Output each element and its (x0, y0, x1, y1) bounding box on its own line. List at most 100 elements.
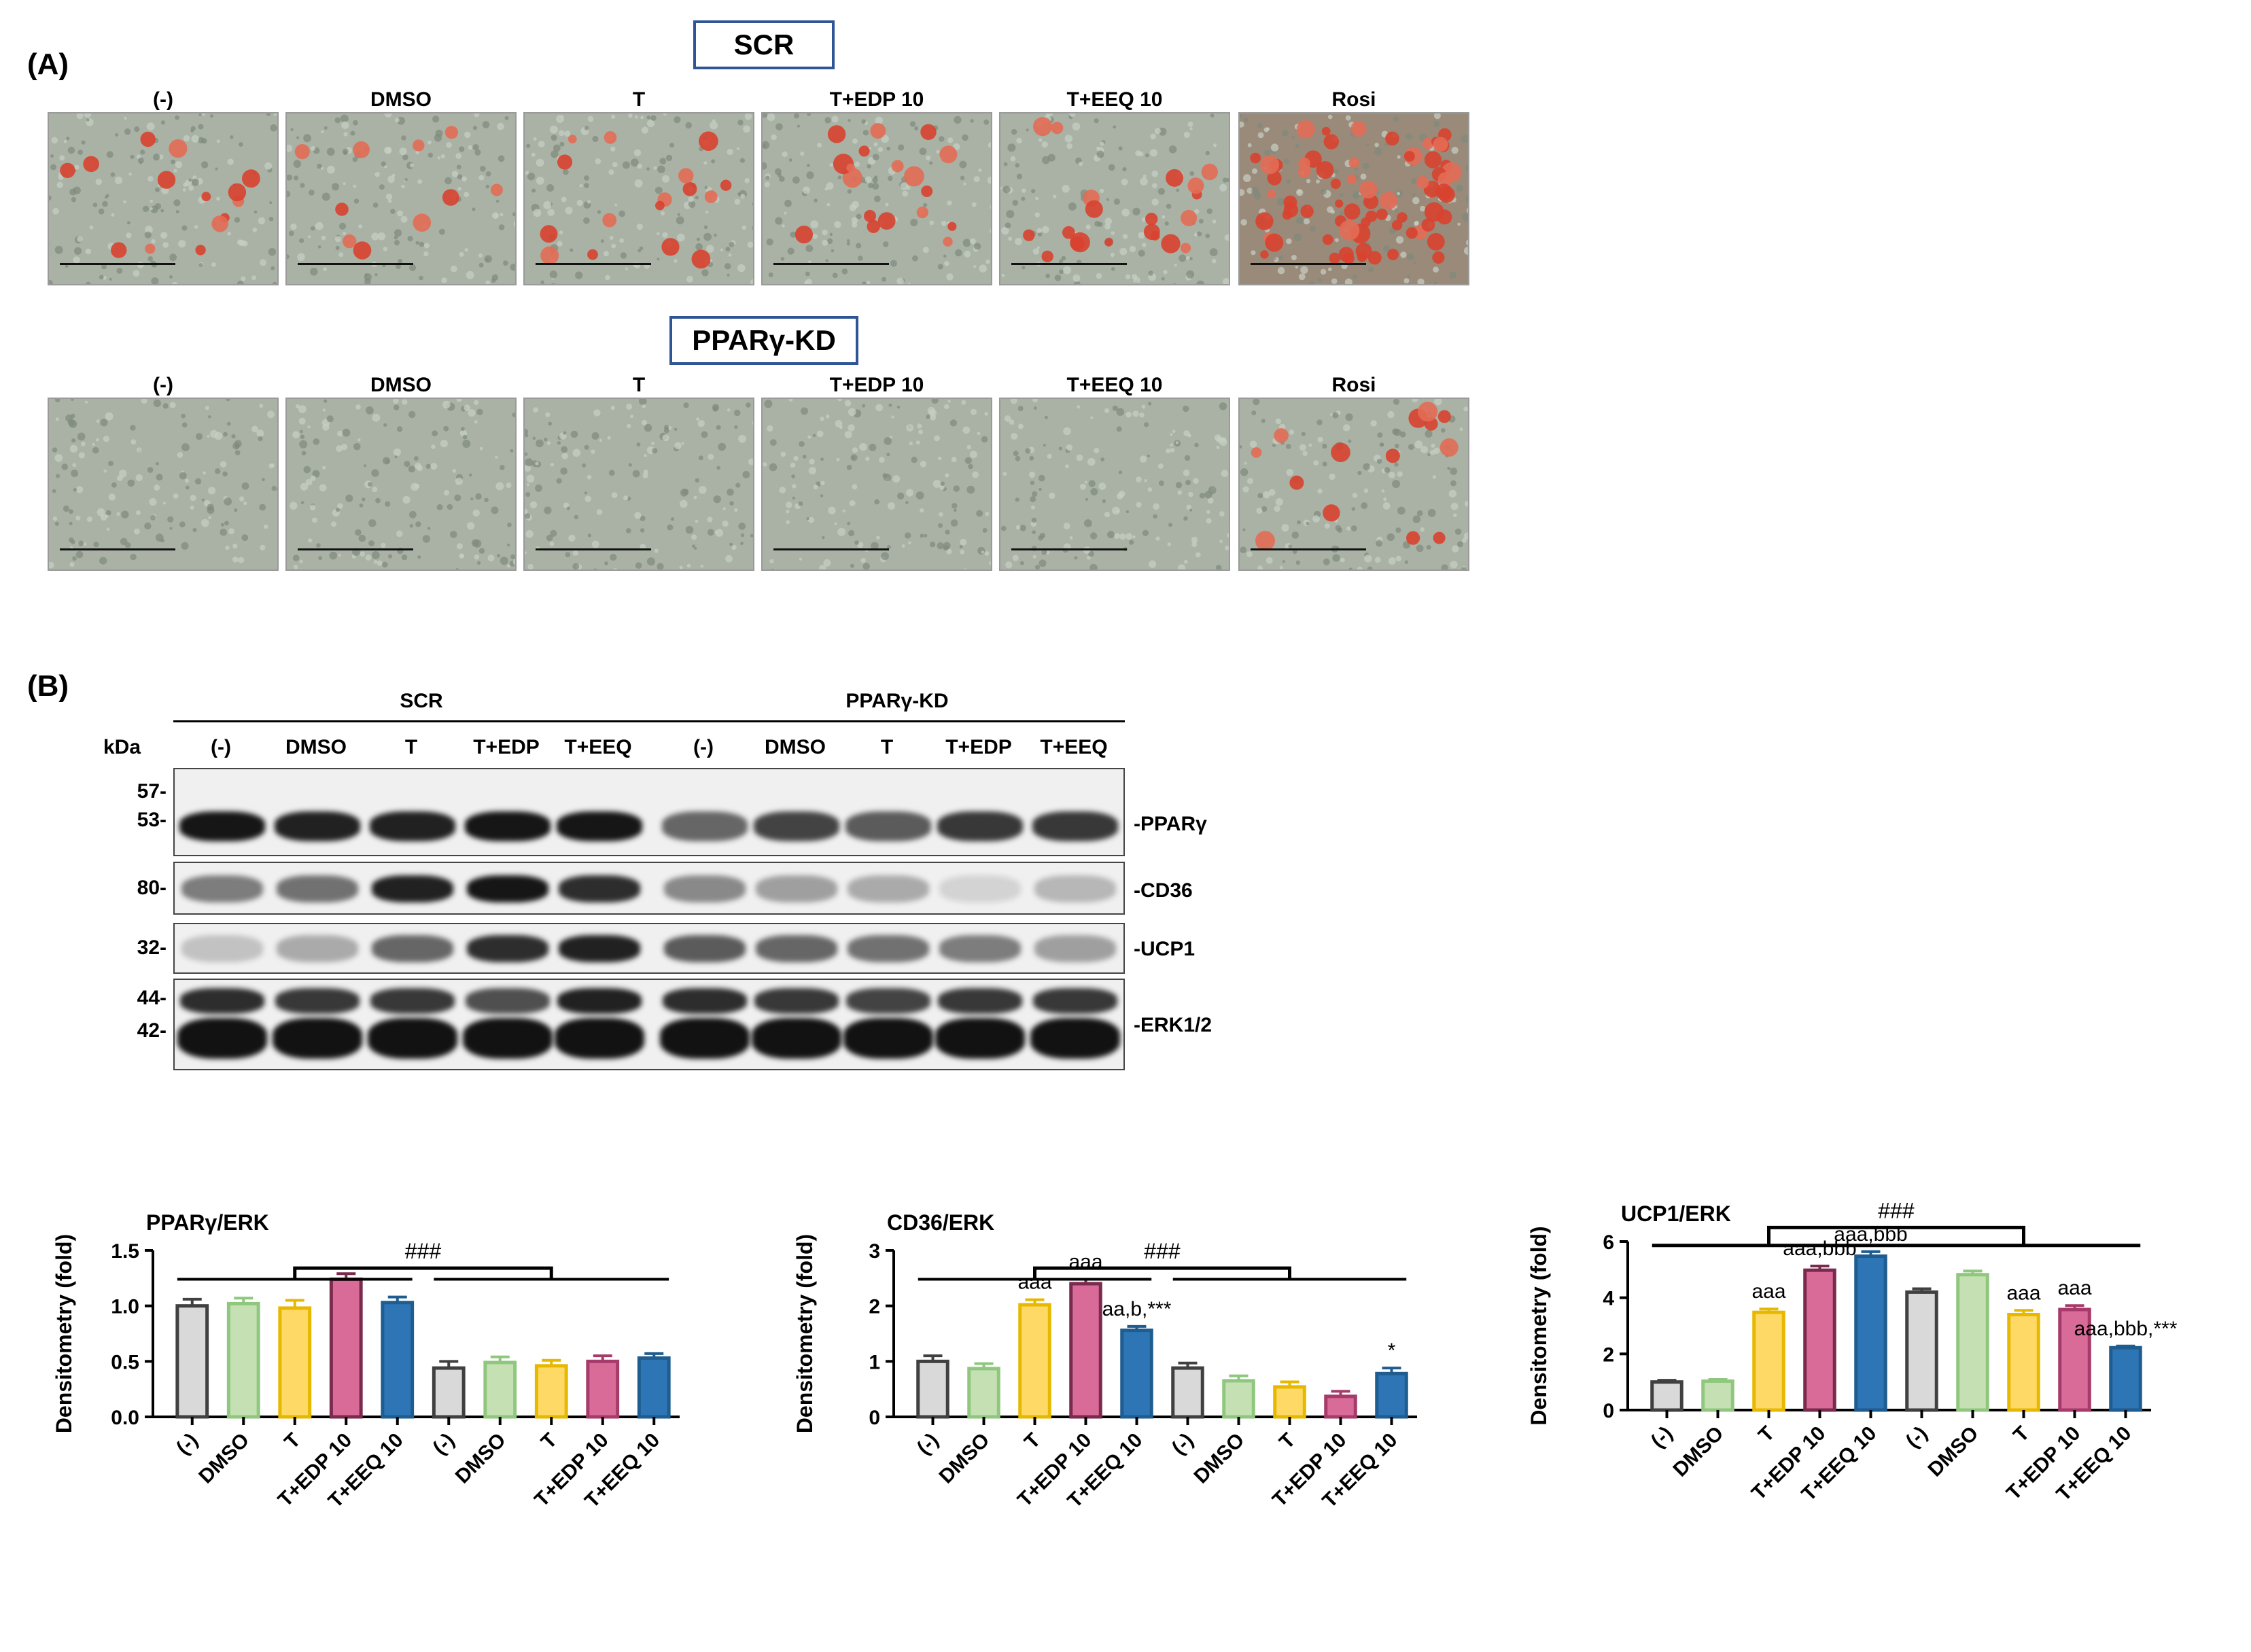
scale-bar (536, 263, 651, 265)
protein-cd36: -CD36 (1134, 879, 1193, 902)
bar (1375, 1371, 1408, 1419)
significance-label: aaa (1751, 1280, 1785, 1303)
y-axis-label: Densitometry (fold) (1526, 1226, 1551, 1425)
bar-charts: PPARγ/ERK 0.0 0.5 1.0 1.5 Densitometry (fold)… (52, 1198, 2178, 1513)
band (372, 875, 453, 902)
band (467, 935, 548, 962)
scr-label-3: T+EDP 10 (829, 88, 924, 111)
blot-lane-label-5: (-) (693, 736, 714, 758)
significance-label: aaa,bbb,*** (2074, 1318, 2178, 1340)
blot-lane-label-8: T+EDP (945, 736, 1012, 758)
scale-bar (536, 548, 651, 550)
band (935, 1018, 1025, 1059)
bar (1273, 1385, 1306, 1419)
band (846, 988, 930, 1014)
scale-bar (298, 548, 413, 550)
band (273, 1018, 362, 1059)
scr-label-0: (-) (153, 88, 173, 111)
bar (1069, 1282, 1102, 1419)
bar (637, 1356, 671, 1419)
bracket-label: ### (405, 1239, 442, 1263)
band (938, 988, 1022, 1014)
scr-label-4: T+EEQ 10 (1066, 88, 1163, 111)
band (664, 935, 746, 962)
band (754, 811, 839, 841)
band (1034, 935, 1116, 962)
y-tick-label: 1.0 (111, 1296, 139, 1318)
significance-label: aaa,bbb (1783, 1237, 1856, 1260)
band (372, 935, 453, 962)
scr-micrograph-5 (1238, 112, 1469, 285)
band (559, 935, 640, 962)
band (848, 875, 929, 902)
x-tick-label: T (280, 1429, 304, 1454)
panel-b-label: (B) (27, 669, 69, 703)
band (181, 875, 263, 902)
blot-cd36 (173, 862, 1125, 915)
blot-group-scr: SCR (400, 690, 443, 712)
scr-label-2: T (632, 88, 646, 111)
scr-micrograph-3 (761, 112, 992, 285)
y-tick-label: 0.5 (111, 1351, 139, 1373)
x-tick-label: DMSO (1669, 1422, 1728, 1481)
band (368, 1018, 457, 1059)
band (559, 875, 640, 902)
scr-label-1: DMSO (370, 88, 432, 111)
band (179, 811, 265, 841)
bar (1854, 1254, 1887, 1412)
bar (226, 1301, 260, 1419)
significance-label: * (1388, 1339, 1396, 1362)
band (937, 811, 1023, 841)
bar (175, 1304, 209, 1419)
scr-title: SCR (693, 20, 835, 69)
band (756, 875, 837, 902)
x-tick-label: (-) (1647, 1422, 1677, 1453)
x-tick-label: DMSO (1189, 1429, 1249, 1488)
band (177, 1018, 267, 1059)
band (467, 875, 548, 902)
significance-label: aaa (2057, 1277, 2091, 1299)
scale-bar (773, 548, 889, 550)
x-tick-label: T (1020, 1429, 1045, 1454)
scr-micrograph-1 (285, 112, 517, 285)
blot-lane-label-6: DMSO (765, 736, 826, 758)
kd-micrograph-4 (999, 398, 1230, 571)
band (1030, 1018, 1120, 1059)
kd-micrograph-3 (761, 398, 992, 571)
kd-micrograph-5 (1238, 398, 1469, 571)
bar (586, 1359, 620, 1419)
significance-label: aa,b,*** (1102, 1298, 1172, 1320)
y-tick-label: 4 (1603, 1288, 1614, 1310)
y-tick-label: 2 (869, 1296, 880, 1318)
bar (916, 1359, 949, 1419)
y-axis-label: Densitometry (fold) (792, 1234, 817, 1433)
kd-label-2: T (632, 374, 646, 396)
blot-lane-label-1: DMSO (285, 736, 347, 758)
marker-53: 53- (137, 809, 167, 831)
y-tick-label: 0.0 (111, 1407, 139, 1429)
band (660, 1018, 750, 1059)
bar (1324, 1394, 1357, 1419)
kd-micrograph-1 (285, 398, 517, 571)
band (662, 811, 748, 841)
blot-lane-label-3: T+EDP (473, 736, 540, 758)
band (275, 988, 360, 1014)
chart-0: PPARγ/ERK 0.0 0.5 1.0 1.5 Densitometry (fold)… (52, 1210, 680, 1513)
scale-bar (1011, 263, 1127, 265)
y-tick-label: 2 (1603, 1343, 1614, 1366)
y-tick-label: 1.5 (111, 1240, 139, 1263)
kd-label-0: (-) (153, 374, 173, 396)
band (277, 935, 358, 962)
scale-bar (1251, 263, 1366, 265)
band (557, 811, 642, 841)
scale-bar (1011, 548, 1127, 550)
scr-label-5: Rosi (1331, 88, 1376, 111)
bar (1171, 1366, 1204, 1419)
bar (2109, 1346, 2142, 1412)
x-tick-label: T (1275, 1429, 1299, 1454)
bar (967, 1367, 1000, 1419)
blot-erk (173, 979, 1125, 1070)
protein-pparg: -PPARγ (1134, 813, 1207, 835)
band (663, 988, 747, 1014)
